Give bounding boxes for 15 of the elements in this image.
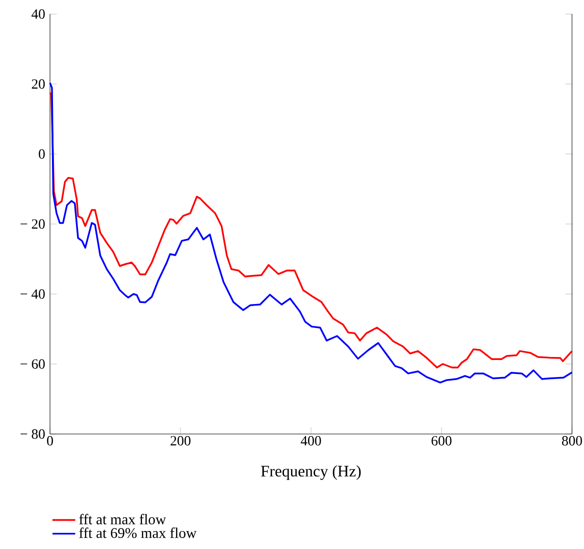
y-tick-label: − 60 [20, 359, 45, 369]
x-tick-label: 800 [562, 436, 582, 446]
y-tick-label: − 80 [20, 429, 45, 439]
legend-label: fft at max flow [79, 514, 166, 524]
y-tick-label: 40 [32, 9, 45, 19]
x-tick-label: 200 [170, 436, 190, 446]
x-tick-label: 600 [432, 436, 452, 446]
y-tick-label: − 40 [20, 289, 45, 299]
legend-label: fft at 69% max flow [79, 528, 197, 538]
x-axis-title: Frequency (Hz) [261, 465, 361, 480]
x-tick-label: 400 [300, 436, 321, 446]
x-tick-label: 0 [47, 436, 53, 446]
y-tick-label: 20 [32, 79, 45, 89]
y-tick-label: − 20 [20, 219, 45, 229]
y-tick-label: 0 [38, 149, 45, 159]
